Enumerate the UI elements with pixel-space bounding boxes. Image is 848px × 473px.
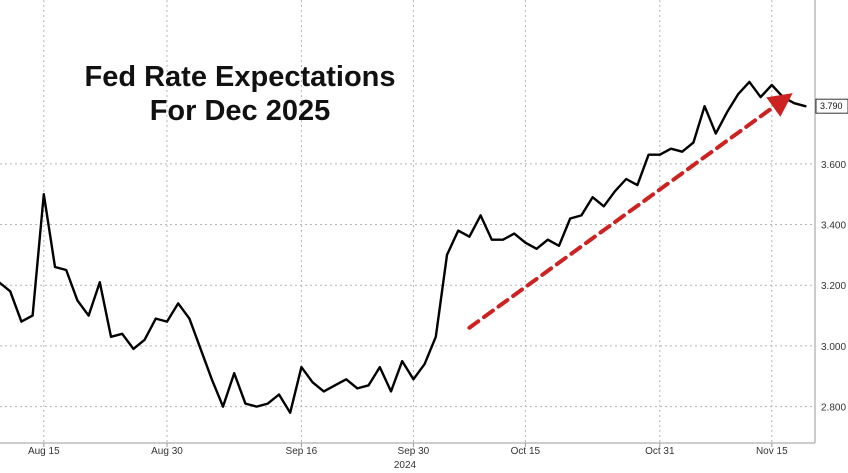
data-point (546, 238, 549, 241)
series-line (0, 80, 807, 414)
data-point (502, 238, 504, 241)
trend-arrow (467, 93, 793, 330)
data-point (255, 405, 258, 408)
data-point (20, 320, 23, 323)
x-tick-label: Aug 15 (28, 446, 60, 457)
data-point (580, 214, 583, 217)
data-point (457, 229, 460, 232)
x-tick-label: Aug 30 (151, 446, 183, 457)
data-point (591, 196, 594, 199)
chart-title-line-1: Fed Rate Expectations (84, 61, 395, 93)
axes (0, 0, 816, 444)
data-point (412, 378, 415, 381)
data-point (76, 299, 79, 302)
y-tick-label: 3.400 (821, 221, 846, 232)
data-point (614, 190, 616, 193)
data-point (210, 378, 213, 381)
data-point (300, 366, 303, 369)
last-value-box (815, 98, 848, 114)
last-value-tag: 3.790 (815, 98, 848, 114)
data-point (670, 147, 672, 150)
data-point (636, 184, 639, 186)
data-point (87, 314, 90, 317)
data-point (132, 348, 135, 350)
data-point (390, 390, 392, 393)
chart-title-line-2: For Dec 2025 (150, 95, 331, 127)
trend-arrow-group (467, 93, 793, 330)
data-point (524, 241, 527, 244)
data-point (177, 302, 180, 305)
data-point (289, 411, 292, 414)
data-point (233, 372, 236, 375)
x-tick-label: Sep 30 (398, 446, 430, 457)
data-point (737, 93, 740, 95)
data-point (199, 348, 202, 350)
last-value-label: 3.790 (820, 101, 843, 111)
y-tick-label: 2.800 (821, 403, 846, 414)
data-point (166, 320, 168, 323)
data-point (714, 132, 717, 135)
data-point (278, 393, 280, 396)
data-point (65, 269, 68, 271)
data-point (154, 317, 157, 320)
data-point (804, 105, 807, 108)
data-point (367, 384, 370, 387)
data-point (143, 338, 146, 341)
data-point (782, 96, 784, 98)
data-point (423, 363, 426, 366)
x-year-label: 2024 (394, 460, 417, 471)
data-point (322, 390, 325, 393)
data-point (558, 244, 560, 247)
data-point (266, 402, 269, 405)
x-tick-label: Oct 15 (511, 446, 541, 457)
title-group: Fed Rate Expectations For Dec 2025 (84, 61, 395, 127)
data-point (311, 381, 314, 384)
data-point (692, 141, 695, 144)
data-point (535, 247, 538, 250)
data-point (110, 335, 112, 338)
data-point (726, 111, 728, 114)
data-point (770, 84, 773, 86)
data-point (793, 102, 796, 105)
data-point (647, 153, 650, 156)
data-point (681, 150, 684, 153)
data-point (748, 81, 751, 83)
data-point (490, 238, 493, 241)
x-tick-label: Sep 16 (286, 446, 318, 457)
data-point (54, 266, 56, 268)
data-point (434, 335, 437, 338)
data-point (244, 402, 247, 405)
data-point (98, 281, 101, 284)
data-point (188, 317, 191, 320)
data-point (602, 205, 605, 208)
data-point (222, 405, 224, 408)
data-point (401, 360, 404, 362)
data-point (625, 178, 628, 180)
x-tick-label: Oct 31 (645, 446, 675, 457)
data-point (31, 314, 34, 317)
y-tick-label: 3.000 (821, 342, 846, 353)
y-tick-label: 3.200 (821, 281, 846, 292)
data-point (703, 105, 706, 108)
data-point (759, 96, 762, 98)
y-tick-label: 3.600 (821, 160, 846, 171)
data-point (9, 290, 12, 293)
data-point (658, 153, 661, 156)
data-point (468, 235, 471, 238)
data-point (446, 253, 448, 256)
tick-labels: 2.800 3.000 3.200 3.400 3.600 3.790 Aug 15 Aug … (28, 98, 848, 457)
data-point (345, 378, 348, 381)
data-point (569, 217, 572, 220)
series (0, 80, 807, 414)
data-point (42, 193, 45, 196)
data-point (479, 214, 482, 217)
data-point (334, 384, 336, 387)
data-point (513, 232, 516, 235)
data-point (378, 366, 381, 369)
data-point (121, 332, 124, 335)
x-tick-label: Nov 15 (756, 446, 788, 457)
data-point (356, 387, 359, 390)
